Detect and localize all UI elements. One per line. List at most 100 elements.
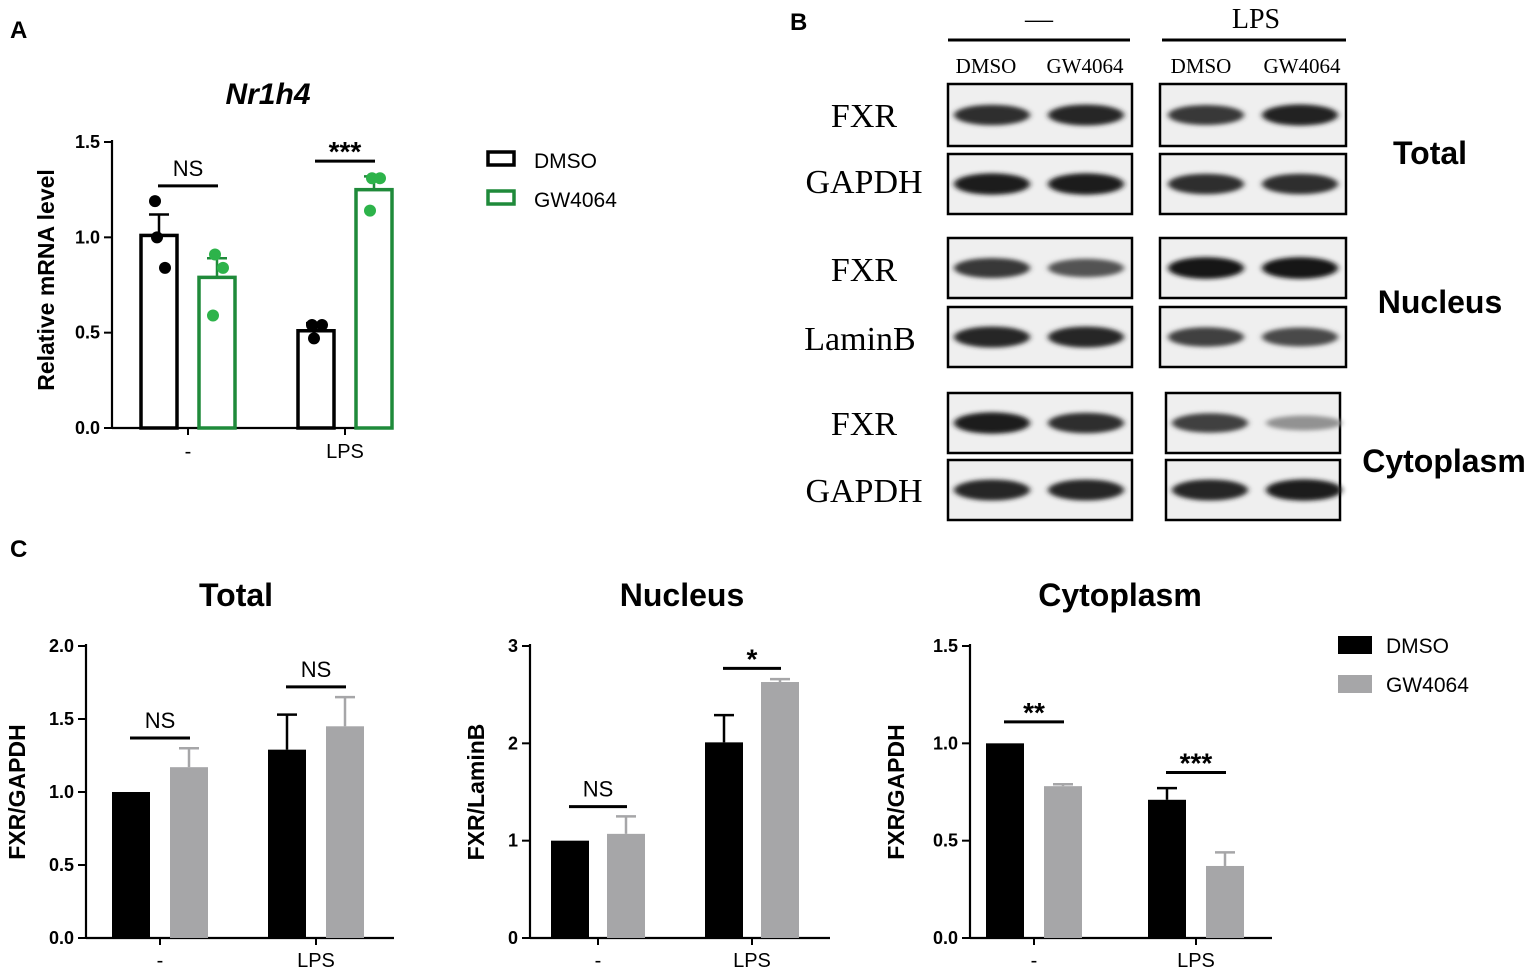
bar-gw4064-1 — [354, 187, 394, 430]
y-axis-label: FXR/LaminB — [463, 724, 489, 861]
blot-band — [1048, 326, 1124, 348]
blot-row-label: FXR — [831, 98, 897, 135]
data-point — [149, 195, 161, 208]
y-tick-label: 1.5 — [933, 636, 958, 656]
data-point — [364, 204, 376, 217]
significance-label: NS — [301, 657, 332, 682]
section-label-nucleus: Nucleus — [1378, 284, 1502, 320]
condition-label-control: — — [1024, 4, 1054, 35]
legend-a-swatch-gw4064 — [486, 189, 516, 206]
panel-letter-b: B — [790, 9, 807, 36]
x-tick-label: LPS — [733, 950, 771, 972]
bar-dmso-0 — [112, 792, 150, 938]
data-point — [308, 332, 320, 345]
x-tick-label: - — [157, 950, 164, 972]
y-tick-label: 2.0 — [49, 636, 74, 656]
bar-gw4064-1 — [761, 682, 799, 938]
chart-c-nucleus: Nucleus FXR/LaminB 0 1 2 3 - LPS NS * — [463, 577, 830, 972]
bar-dmso-1 — [705, 742, 743, 938]
y-tick-label: 1.0 — [75, 227, 100, 247]
data-point — [306, 319, 318, 332]
significance-label: NS — [145, 708, 176, 733]
blot-band — [954, 479, 1030, 501]
legend-c: DMSO GW4064 — [1338, 635, 1469, 697]
y-axis-label: Relative mRNA level — [33, 169, 59, 391]
lane-label-2: GW4064 — [1047, 54, 1124, 78]
blot-band — [1262, 257, 1338, 279]
lane-label-4: GW4064 — [1264, 54, 1341, 78]
blot-band — [954, 258, 1030, 278]
bar-gw4064-0 — [170, 767, 208, 938]
section-label-cytoplasm: Cytoplasm — [1362, 443, 1526, 479]
y-tick-label: 1.0 — [49, 782, 74, 802]
significance-label: * — [747, 643, 758, 674]
y-tick-label: 0.0 — [49, 928, 74, 948]
chart-title: Nr1h4 — [225, 78, 310, 111]
y-axis-label: FXR/GAPDH — [4, 724, 30, 859]
bar-gw4064-1 — [1206, 865, 1244, 938]
blot-band — [1048, 104, 1124, 126]
bar-dmso-0 — [986, 743, 1024, 938]
blot-band — [1168, 257, 1244, 279]
data-point — [159, 261, 171, 274]
blot-band — [1048, 479, 1124, 501]
y-tick-label: 0.5 — [49, 855, 74, 875]
blot-band — [1266, 479, 1342, 501]
blot-band — [1048, 412, 1124, 434]
lane-label-1: DMSO — [956, 54, 1017, 78]
y-tick-label: 0.0 — [933, 928, 958, 948]
chart-title: Total — [199, 577, 273, 613]
bar-dmso-0 — [139, 233, 179, 430]
blot-band — [1168, 327, 1244, 347]
significance-label: NS — [583, 777, 614, 802]
data-point — [151, 231, 163, 244]
legend-c-label-dmso: DMSO — [1386, 635, 1449, 658]
legend-c-swatch-dmso — [1338, 636, 1372, 654]
blot-band — [1262, 327, 1338, 347]
x-tick-label: - — [595, 950, 602, 972]
x-tick-label: LPS — [297, 950, 335, 972]
x-tick-label: - — [185, 441, 192, 463]
chart-title: Cytoplasm — [1038, 577, 1202, 613]
blot-row-label: FXR — [831, 252, 897, 289]
condition-label-lps: LPS — [1232, 4, 1280, 35]
bar-dmso-1 — [1148, 799, 1186, 938]
bar-gw4064-0 — [607, 833, 645, 938]
section-label-total: Total — [1393, 135, 1467, 171]
significance-label: NS — [173, 156, 204, 181]
y-tick-label: 0.5 — [75, 323, 100, 343]
y-tick-label: 2 — [508, 733, 518, 753]
y-tick-label: 1.5 — [75, 132, 100, 152]
x-tick-label: LPS — [1177, 950, 1215, 972]
chart-title: Nucleus — [620, 577, 744, 613]
x-tick-label: LPS — [326, 441, 364, 463]
significance-label: ** — [1023, 697, 1045, 728]
blot-band — [1262, 173, 1338, 195]
data-point — [207, 309, 219, 322]
blot-band — [1172, 479, 1248, 501]
blot-band — [954, 412, 1030, 434]
blot-band — [954, 173, 1030, 195]
y-tick-label: 1 — [508, 831, 518, 851]
blot-band — [1168, 105, 1244, 125]
blot-band — [1172, 413, 1248, 433]
western-blot: — LPS DMSO GW4064 DMSO GW4064 FXR GAPDH FX… — [804, 4, 1526, 522]
data-point — [316, 319, 328, 332]
y-tick-label: 1.5 — [49, 709, 74, 729]
bar-gw4064-0 — [1044, 786, 1082, 938]
chart-c-total: Total FXR/GAPDH 0.0 0.5 1.0 1.5 2.0 - LPS NS NS — [4, 577, 394, 972]
bar-gw4064-0 — [197, 275, 237, 430]
y-tick-label: 1.0 — [933, 733, 958, 753]
blot-band — [954, 326, 1030, 348]
blot-row-label: LaminB — [804, 321, 915, 358]
blot-row-label: FXR — [831, 406, 897, 443]
panel-letter-c: C — [10, 536, 27, 563]
legend-a-label-dmso: DMSO — [534, 150, 597, 173]
legend-a-label-gw4064: GW4064 — [534, 189, 617, 212]
bar-dmso-1 — [296, 329, 336, 430]
blot-band — [1048, 173, 1124, 195]
bar-gw4064-1 — [326, 726, 364, 938]
chart-a-nr1h4: Nr1h4 Relative mRNA level 0.0 0.5 1.0 1.5 - LPS… — [33, 78, 394, 463]
